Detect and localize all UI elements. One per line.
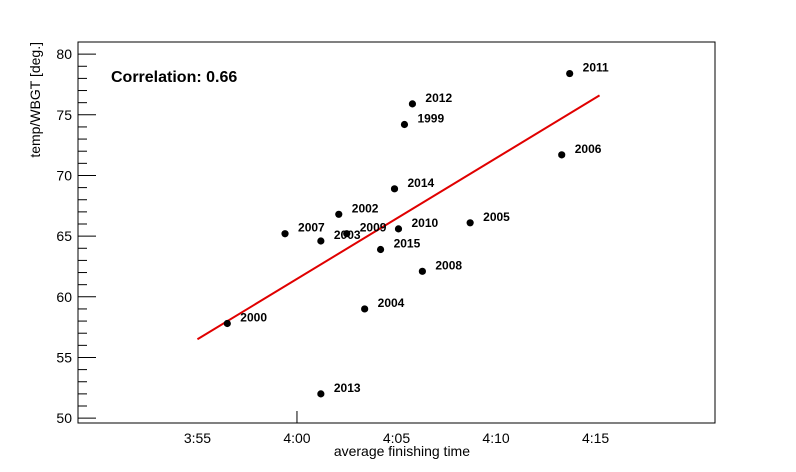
data-point [566, 69, 574, 78]
x-axis-title: average finishing time [334, 443, 470, 459]
data-point [335, 210, 343, 218]
data-point [390, 185, 399, 193]
point-label: 1999 [417, 112, 444, 126]
point-label: 2005 [483, 210, 510, 224]
point-label: 2012 [425, 91, 452, 105]
point-label: 2003 [334, 228, 361, 242]
y-tick-label: 50 [56, 410, 72, 426]
point-label: 2008 [435, 258, 462, 272]
data-point [408, 100, 417, 108]
y-axis-title: temp/WBGT [deg.] [27, 42, 43, 158]
plot-area: 50 55 60 65 70 75 80 3:55 4:00 4:05 4:10 4:15 [56, 41, 716, 446]
data-point [418, 267, 426, 275]
y-tick-label: 70 [56, 167, 72, 183]
data-point [317, 390, 325, 398]
data-point [466, 219, 474, 227]
data-point [317, 237, 325, 245]
point-label: 2000 [240, 311, 267, 325]
y-tick-label: 65 [56, 228, 72, 244]
fit-line [196, 94, 601, 341]
x-tick-label: 4:10 [482, 430, 509, 446]
fit-line-group [196, 94, 601, 341]
point-labels: 2000 2007 2003 2013 2002 2009 2004 2015 2014 2010… [240, 61, 609, 395]
data-point [394, 225, 403, 233]
x-tick-label: 4:15 [582, 430, 609, 446]
data-point [400, 120, 409, 129]
data-points [223, 69, 574, 398]
x-tick-label: 4:00 [283, 430, 310, 446]
point-label: 2006 [575, 142, 602, 156]
point-label: 2009 [360, 221, 387, 235]
data-point [223, 319, 231, 328]
y-tick-label: 75 [56, 107, 72, 123]
point-label: 2011 [583, 61, 609, 75]
point-label: 2014 [408, 176, 435, 190]
point-label: 2002 [352, 201, 379, 215]
data-point [376, 245, 385, 254]
correlation-annotation: Correlation: 0.66 [111, 69, 237, 86]
point-label: 2004 [378, 296, 405, 310]
x-tick-label: 3:55 [184, 430, 211, 446]
plot-frame [77, 41, 716, 424]
data-point [343, 230, 351, 238]
data-point [281, 230, 289, 238]
data-point [558, 151, 566, 159]
y-tick-label: 80 [56, 46, 72, 62]
point-label: 2013 [334, 381, 361, 395]
x-tick-label: 4:05 [383, 430, 410, 446]
point-label: 2010 [411, 216, 438, 230]
y-tick-label: 55 [56, 349, 72, 365]
y-tick-label: 60 [56, 289, 72, 305]
point-label: 2015 [394, 236, 421, 250]
data-point [361, 305, 369, 313]
point-label: 2007 [298, 221, 325, 235]
